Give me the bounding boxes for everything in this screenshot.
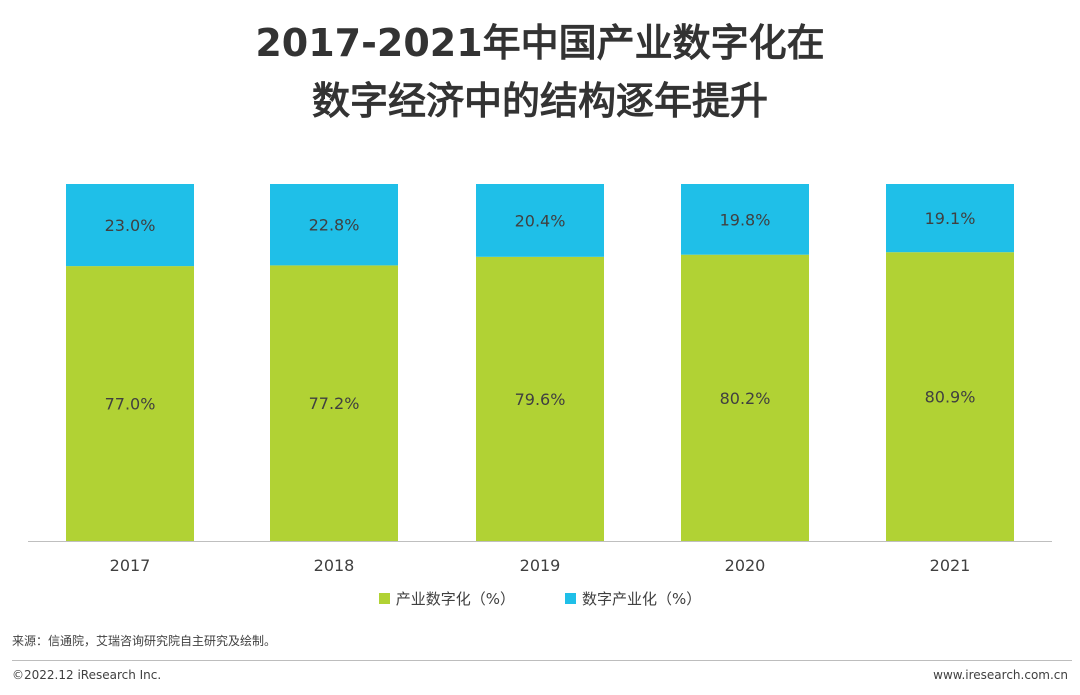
website-link[interactable]: www.iresearch.com.cn	[933, 668, 1068, 682]
chart-title: 2017-2021年中国产业数字化在 数字经济中的结构逐年提升	[0, 14, 1080, 130]
data-label-2020-digital-industrialization: 19.8%	[720, 210, 771, 229]
legend-label-digital-industrialization: 数字产业化（%）	[582, 590, 702, 608]
data-label-2021-industrial-digitalization: 80.9%	[925, 388, 976, 407]
data-label-2018-industrial-digitalization: 77.2%	[309, 394, 360, 413]
x-tick-label-2017: 2017	[110, 556, 151, 575]
bar-segment-2017-digital-industrialization	[66, 184, 194, 267]
data-label-2018-digital-industrialization: 22.8%	[309, 216, 360, 235]
legend-swatch-green	[378, 593, 390, 604]
x-tick-label-2018: 2018	[314, 556, 355, 575]
bar-segment-2021-industrial-digitalization	[886, 252, 1014, 541]
data-label-2021-digital-industrialization: 19.1%	[925, 209, 976, 228]
chart-title-line-2: 数字经济中的结构逐年提升	[311, 79, 768, 123]
chart-title-line-1: 2017-2021年中国产业数字化在	[255, 21, 825, 65]
x-tick-label-2021: 2021	[930, 556, 971, 575]
data-label-2019-digital-industrialization: 20.4%	[515, 211, 566, 230]
data-label-2017-industrial-digitalization: 77.0%	[105, 395, 156, 414]
data-label-2017-digital-industrialization: 23.0%	[105, 216, 156, 235]
bar-segment-2020-industrial-digitalization	[681, 254, 809, 541]
legend-item-industrial-digitalization: 产业数字化（%）	[378, 588, 515, 609]
bar-segment-2017-industrial-digitalization	[66, 266, 194, 541]
copyright-text: ©2022.12 iResearch Inc.	[12, 668, 162, 682]
stacked-bar-chart: 77.0% 23.0% 2017 77.2% 22.8% 2018 79.6% 20.4% 20…	[28, 184, 1052, 575]
legend-item-digital-industrialization: 数字产业化（%）	[565, 588, 701, 609]
legend-label-industrial-digitalization: 产业数字化（%）	[395, 590, 515, 608]
x-tick-label-2019: 2019	[520, 556, 561, 575]
bar-segment-2019-industrial-digitalization	[476, 256, 604, 541]
source-note: 来源：信通院，艾瑞咨询研究院自主研究及绘制。	[12, 634, 277, 648]
bar-segment-2018-digital-industrialization	[270, 184, 398, 266]
data-label-2020-industrial-digitalization: 80.2%	[720, 389, 771, 408]
bar-segment-2018-industrial-digitalization	[270, 265, 398, 541]
bar-segment-2021-digital-industrialization	[886, 184, 1014, 253]
legend-swatch-blue	[565, 593, 576, 604]
x-tick-label-2020: 2020	[725, 556, 766, 575]
chart-legend: 产业数字化（%） 数字产业化（%）	[0, 588, 1080, 609]
bar-segment-2019-digital-industrialization	[476, 184, 604, 257]
bar-segment-2020-digital-industrialization	[681, 184, 809, 255]
data-label-2019-industrial-digitalization: 79.6%	[515, 390, 566, 409]
footer-divider	[12, 660, 1072, 661]
